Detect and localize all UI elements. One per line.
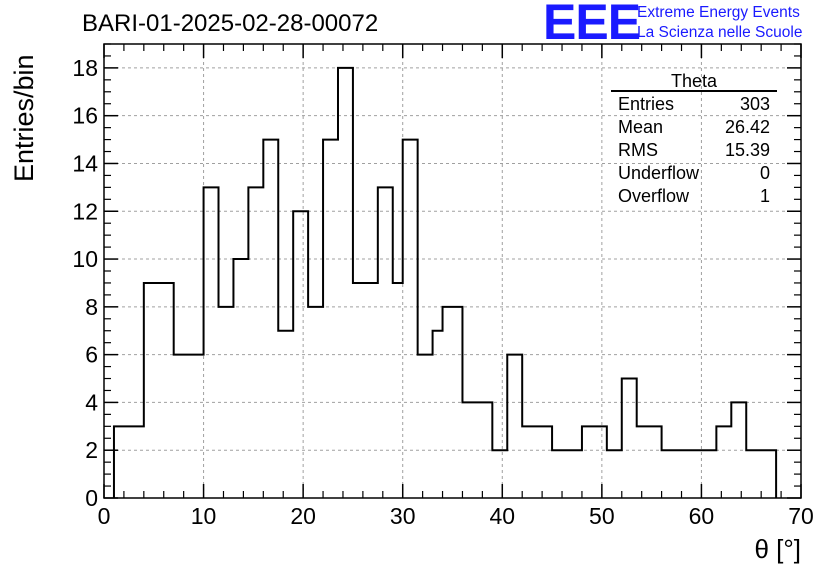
histogram-bin — [233, 259, 248, 498]
histogram-bin — [443, 307, 463, 498]
stats-row-value: 26.42 — [725, 117, 770, 137]
histogram-bin — [323, 140, 338, 498]
histogram-bin — [582, 426, 607, 498]
stats-row-label: Underflow — [618, 163, 700, 183]
histogram-bin — [507, 355, 522, 498]
histogram-bin — [492, 450, 507, 498]
histogram-bin — [522, 426, 552, 498]
stats-row-label: Entries — [618, 94, 674, 114]
plot-frame — [103, 43, 802, 499]
y-tick-label: 12 — [72, 198, 98, 224]
histogram-bin — [248, 187, 263, 498]
histogram-bin — [114, 426, 144, 498]
histogram-bin — [263, 140, 278, 498]
x-tick-label: 70 — [788, 503, 814, 529]
chart-title: BARI-01-2025-02-28-00072 — [82, 10, 379, 37]
histogram-bin — [662, 450, 717, 498]
x-tick-label: 20 — [290, 503, 316, 529]
x-tick-label: 10 — [191, 503, 217, 529]
histogram-step-line — [112, 66, 778, 498]
stats-box: Theta Entries 303 Mean 26.42 RMS 15.39 Underfl… — [611, 71, 777, 206]
y-tick-label: 18 — [72, 55, 98, 81]
eee-logo: EEE — [543, 0, 641, 50]
histogram-bin — [746, 450, 776, 498]
logo-caption: Extreme Energy Events La Scienza nelle S… — [637, 3, 802, 43]
histogram-bin — [204, 187, 219, 498]
stats-row-label: RMS — [618, 140, 658, 160]
histogram-bin — [433, 331, 443, 498]
x-tick-label: 30 — [390, 503, 416, 529]
histogram-bin — [637, 426, 662, 498]
histogram-bin — [293, 211, 308, 498]
x-tick-label: 50 — [589, 503, 615, 529]
logo-caption-line1: Extreme Energy Events — [637, 4, 800, 21]
y-axis-label: Entries/bin — [9, 54, 39, 182]
histogram-bin — [607, 450, 622, 498]
histogram-bin — [622, 379, 637, 498]
stats-row-value: 303 — [740, 94, 770, 114]
stats-row-label: Mean — [618, 117, 663, 137]
histogram-bin — [378, 187, 393, 498]
x-tick-label: 60 — [689, 503, 715, 529]
histogram-bin — [552, 450, 582, 498]
stats-row-value: 0 — [760, 163, 770, 183]
axis-ticks — [103, 43, 802, 499]
histogram-bin — [393, 283, 403, 498]
y-tick-label: 2 — [85, 437, 98, 463]
histogram-bin — [418, 355, 433, 498]
histogram-bin — [462, 402, 492, 498]
histogram-bins — [114, 68, 776, 498]
stats-box-title: Theta — [671, 71, 718, 91]
y-tick-label: 10 — [72, 246, 98, 272]
histogram-bin — [308, 307, 323, 498]
y-tick-label: 16 — [72, 103, 98, 129]
histogram-bin — [731, 402, 746, 498]
histogram-bin — [219, 307, 234, 498]
stats-box-rows: Entries 303 Mean 26.42 RMS 15.39 Underflow 0 Ove… — [618, 94, 770, 206]
y-tick-label: 14 — [72, 150, 98, 176]
y-tick-label: 8 — [85, 294, 98, 320]
y-tick-label: 6 — [85, 342, 98, 368]
histogram-bin — [403, 140, 418, 498]
histogram-bin — [338, 68, 353, 498]
x-tick-label: 40 — [489, 503, 515, 529]
x-axis-label: θ [°] — [754, 534, 801, 564]
histogram-bin — [716, 426, 731, 498]
x-tick-label: 0 — [98, 503, 111, 529]
logo-caption-line2: La Scienza nelle Scuole — [637, 24, 803, 41]
histogram-bin — [174, 355, 204, 498]
stats-row-value: 1 — [760, 186, 770, 206]
histogram-bin — [278, 331, 293, 498]
stats-row-value: 15.39 — [725, 140, 770, 160]
y-tick-label: 4 — [85, 389, 98, 415]
histogram-bin — [144, 283, 174, 498]
stats-row-label: Overflow — [618, 186, 690, 206]
histogram-bin — [353, 283, 378, 498]
y-tick-label: 0 — [85, 485, 98, 511]
